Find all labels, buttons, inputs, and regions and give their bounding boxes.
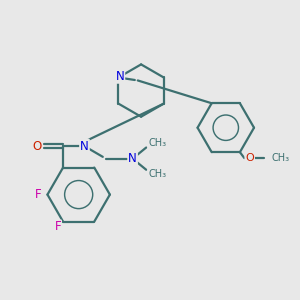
Text: F: F bbox=[54, 220, 61, 233]
Text: N: N bbox=[128, 152, 137, 165]
Text: N: N bbox=[80, 140, 89, 153]
Text: CH₃: CH₃ bbox=[271, 153, 289, 163]
Text: O: O bbox=[245, 153, 254, 163]
Text: CH₃: CH₃ bbox=[148, 169, 166, 179]
Text: N: N bbox=[116, 70, 124, 83]
Text: CH₃: CH₃ bbox=[148, 139, 166, 148]
Text: O: O bbox=[33, 140, 42, 153]
Text: F: F bbox=[35, 188, 42, 201]
